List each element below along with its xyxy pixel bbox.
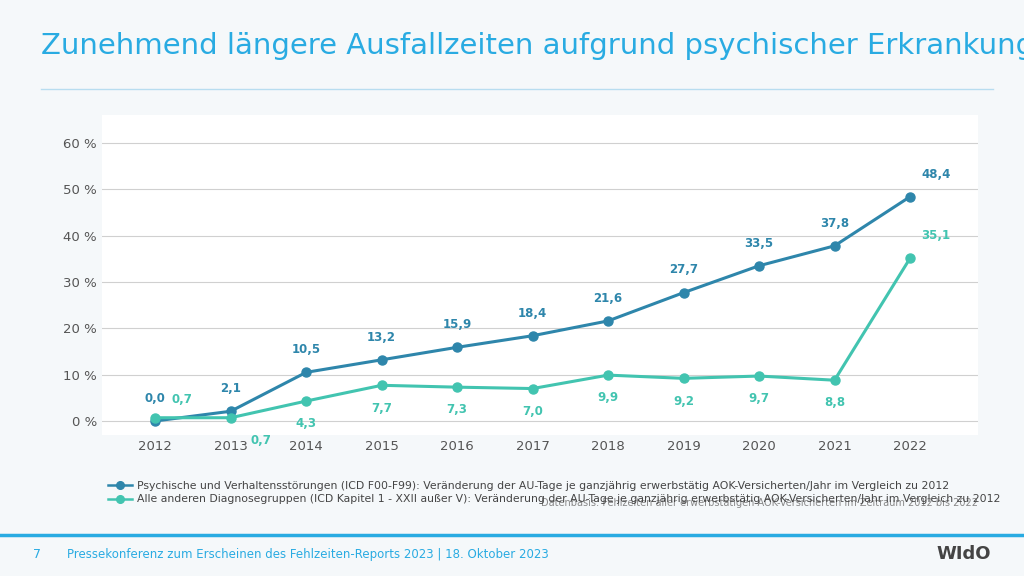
Text: 13,2: 13,2 (368, 331, 396, 344)
Text: 7,3: 7,3 (446, 403, 468, 416)
Text: 18,4: 18,4 (518, 306, 547, 320)
Text: 0,7: 0,7 (251, 434, 271, 447)
Text: 7,7: 7,7 (372, 401, 392, 415)
Text: 4,3: 4,3 (296, 417, 316, 430)
Text: Pressekonferenz zum Erscheinen des Fehlzeiten-Reports 2023 | 18. Oktober 2023: Pressekonferenz zum Erscheinen des Fehlz… (67, 548, 548, 560)
Text: 7: 7 (33, 548, 41, 560)
Text: 15,9: 15,9 (442, 318, 472, 331)
Text: Datenbasis: Fehlzeiten aller erwerbstätigen AOK-Versicherten im Zeitraum 2012 bi: Datenbasis: Fehlzeiten aller erwerbstäti… (541, 498, 978, 508)
Text: 0,7: 0,7 (171, 393, 193, 406)
Text: 9,7: 9,7 (749, 392, 770, 406)
Text: 7,0: 7,0 (522, 405, 543, 418)
Text: 37,8: 37,8 (820, 217, 849, 230)
Text: 33,5: 33,5 (744, 237, 773, 249)
Text: 10,5: 10,5 (292, 343, 321, 356)
Legend: Psychische und Verhaltensstörungen (ICD F00-F99): Veränderung der AU-Tage je gan: Psychische und Verhaltensstörungen (ICD … (108, 480, 1000, 505)
Text: 27,7: 27,7 (669, 263, 698, 276)
Text: 35,1: 35,1 (922, 229, 950, 242)
Text: Zunehmend längere Ausfallzeiten aufgrund psychischer Erkrankungen: Zunehmend längere Ausfallzeiten aufgrund… (41, 32, 1024, 60)
Text: 8,8: 8,8 (824, 396, 845, 410)
Text: 2,1: 2,1 (220, 382, 241, 395)
Text: 0,0: 0,0 (144, 392, 166, 405)
Text: 48,4: 48,4 (922, 168, 950, 180)
Text: 9,9: 9,9 (598, 391, 618, 404)
Text: 9,2: 9,2 (673, 395, 694, 408)
Text: WIdO: WIdO (937, 545, 991, 563)
Text: 21,6: 21,6 (594, 291, 623, 305)
